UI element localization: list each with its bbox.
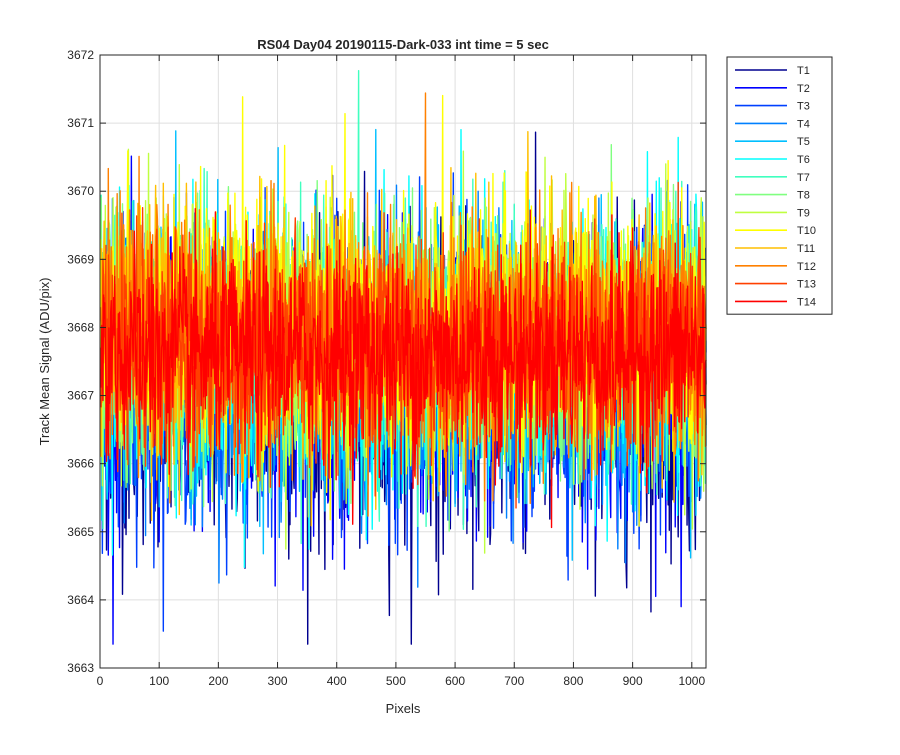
legend-label: T2	[797, 83, 810, 95]
y-tick-label: 3664	[67, 593, 94, 607]
x-tick-label: 200	[208, 674, 228, 688]
legend-label: T3	[797, 101, 810, 113]
legend-box	[726, 56, 833, 315]
y-tick-label: 3668	[67, 320, 94, 334]
legend-label: T6	[797, 154, 810, 166]
legend-label: T11	[797, 243, 815, 255]
y-tick-label: 3666	[67, 457, 94, 471]
x-tick-label: 500	[386, 674, 406, 688]
x-tick-label: 300	[268, 674, 288, 688]
series-line-t14	[99, 208, 707, 529]
legend: T1 T2 T3 T4 T5 T6 T7 T8 T9 T10 T11 T12 T13 T14	[726, 56, 833, 315]
y-tick-label: 3665	[67, 525, 94, 539]
legend-label: T7	[797, 172, 810, 184]
legend-label: T8	[797, 190, 810, 202]
legend-label: T13	[797, 279, 816, 291]
y-axis-label: Track Mean Signal (ADU/pix)	[37, 278, 52, 446]
x-tick-label: 1000	[678, 674, 705, 688]
axes-frame	[99, 54, 707, 669]
y-tick-label: 3671	[67, 116, 94, 130]
x-tick-label: 100	[149, 674, 169, 688]
legend-label: T14	[797, 296, 816, 308]
x-axis-label: Pixels	[386, 701, 421, 716]
y-tick-label: 3670	[67, 184, 94, 198]
x-tick-label: 0	[97, 674, 104, 688]
legend-label: T5	[797, 136, 810, 148]
x-tick-label: 800	[563, 674, 583, 688]
y-tick-label: 3672	[67, 48, 94, 62]
x-tick-label: 900	[623, 674, 643, 688]
chart-title: RS04 Day04 20190115-Dark-033 int time = …	[257, 37, 549, 52]
legend-label: T1	[797, 65, 810, 77]
legend-label: T12	[797, 261, 816, 273]
x-tick-label: 600	[445, 674, 465, 688]
axis-ticks: 0 100 200 300 400 500 600 700 800 900 1000 3663 3664…	[67, 48, 706, 688]
legend-label: T4	[797, 118, 810, 130]
series-lines	[99, 69, 707, 645]
legend-label: T10	[797, 225, 816, 237]
y-tick-label: 3663	[67, 661, 94, 675]
legend-label: T9	[797, 207, 810, 219]
x-tick-label: 400	[327, 674, 347, 688]
x-tick-label: 700	[504, 674, 524, 688]
y-tick-label: 3667	[67, 389, 94, 403]
y-tick-label: 3669	[67, 252, 94, 266]
